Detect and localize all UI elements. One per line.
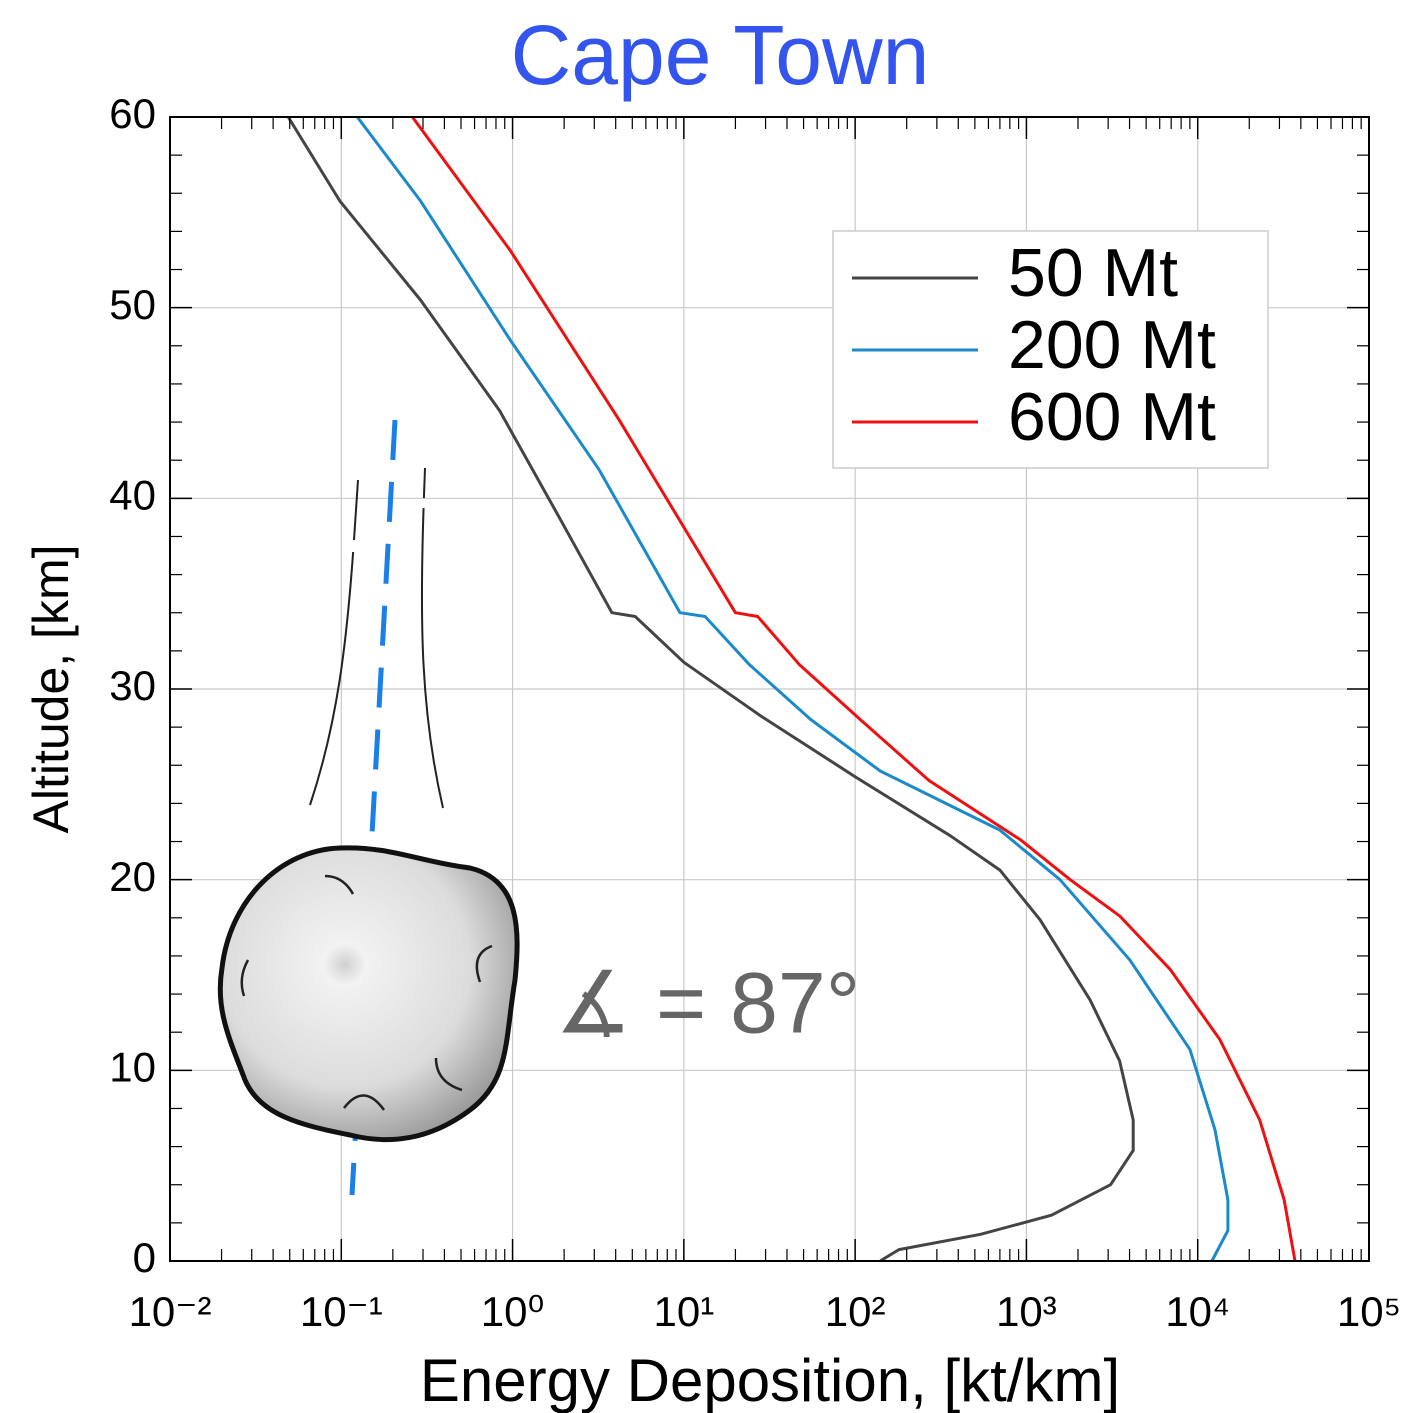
series-line <box>356 116 1230 1262</box>
y-tick-label: 30 <box>109 662 156 709</box>
y-tick-label: 50 <box>109 281 156 328</box>
series-line <box>411 116 1297 1262</box>
x-tick-label: 10⁻² <box>129 1288 212 1335</box>
y-tick-label: 60 <box>109 90 156 137</box>
legend-label: 600 Mt <box>1008 379 1216 455</box>
asteroid-illustration <box>217 419 520 1196</box>
legend-label: 200 Mt <box>1008 307 1216 383</box>
x-tick-label: 10⁵ <box>1337 1288 1401 1335</box>
x-tick-label: 10⁻¹ <box>300 1288 383 1335</box>
legend-label: 50 Mt <box>1008 235 1178 311</box>
y-tick-label: 40 <box>109 471 156 518</box>
plot-frame <box>169 116 1370 1262</box>
x-axis-label: Energy Deposition, [kt/km] <box>420 1347 1120 1413</box>
x-tick-label: 10² <box>825 1288 886 1335</box>
annotation: ∡ = 87° <box>555 956 860 1052</box>
chart-title: Cape Town <box>511 8 930 102</box>
x-tick-label: 10⁴ <box>1165 1288 1230 1335</box>
series-line <box>286 116 1135 1263</box>
y-tick-label: 10 <box>109 1043 156 1090</box>
y-tick-label: 0 <box>133 1234 156 1281</box>
x-tick-label: 10¹ <box>654 1288 715 1335</box>
y-tick-label: 20 <box>109 853 156 900</box>
x-tick-label: 10⁰ <box>481 1288 545 1335</box>
x-tick-label: 10³ <box>996 1288 1057 1335</box>
y-axis-label: Altitude, [km] <box>23 545 79 834</box>
lines <box>286 116 1297 1263</box>
axes: 10⁻² 10⁻¹ 10⁰ 10¹ 10² 10³ 10⁴ 10⁵ 0 10 20 30 40 50 60 <box>109 90 1401 1335</box>
